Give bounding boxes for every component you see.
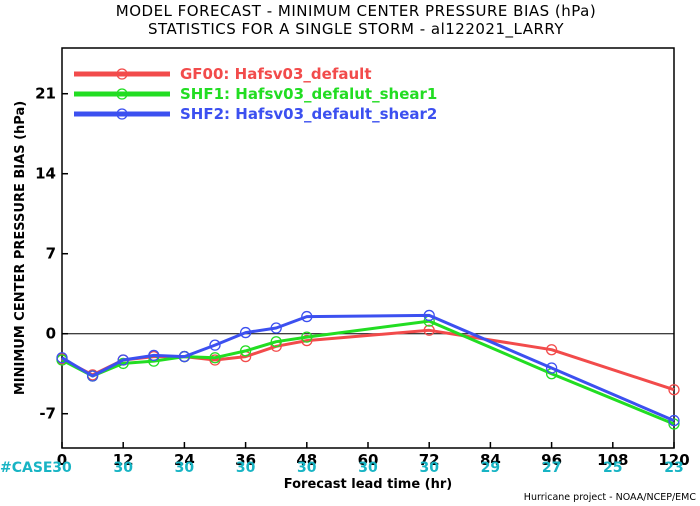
x-tick-label: 96 (541, 451, 562, 469)
data-point (117, 354, 129, 366)
data-point (270, 322, 282, 334)
data-point (209, 352, 221, 364)
x-tick-label: 0 (57, 451, 67, 469)
data-point (178, 350, 191, 363)
data-point (423, 309, 435, 322)
data-point (239, 326, 252, 339)
data-point (56, 352, 68, 364)
data-point (668, 414, 680, 427)
y-tick-label: 14 (35, 165, 56, 183)
x-tick-label: 48 (296, 451, 317, 469)
series-layer (56, 309, 680, 430)
case-count: 30 (358, 460, 378, 476)
x-axis: 0 12 24 36 48 60 72 84 96 108 120 (57, 442, 690, 469)
case-count: 30 (52, 460, 72, 476)
case-count: 25 (603, 460, 622, 476)
data-point (668, 384, 680, 396)
data-point (545, 362, 558, 374)
chart-title-line1: MODEL FORECAST - MINIMUM CENTER PRESSURE… (116, 2, 596, 20)
case-count: 30 (297, 460, 317, 476)
case-counts: #CASE 30 30 30 30 30 30 30 29 27 25 23 (0, 460, 684, 476)
case-count: 29 (481, 460, 500, 476)
x-tick-label: 84 (480, 451, 501, 469)
legend-marker (116, 88, 128, 100)
y-tick-label: 21 (35, 85, 56, 103)
chart-title-line2: STATISTICS FOR A SINGLE STORM - al122021… (148, 20, 564, 39)
case-count: 30 (419, 460, 439, 476)
case-count: 23 (664, 460, 683, 476)
data-point (270, 336, 282, 348)
legend-entry: SHF2: Hafsv03_default_shear2 (74, 105, 437, 123)
data-point (239, 345, 252, 357)
data-point (301, 310, 313, 323)
x-tick-label: 120 (658, 451, 689, 469)
x-axis-label: Forecast lead time (hr) (284, 477, 452, 492)
x-tick-label: 36 (235, 451, 256, 469)
x-tick-label: 72 (419, 451, 440, 469)
data-point (301, 334, 313, 347)
y-tick-label: 0 (46, 325, 56, 343)
case-count: 30 (113, 460, 133, 476)
x-tick-label: 108 (597, 451, 628, 469)
legend-label: SHF1: Hafsv03_defalut_shear1 (180, 85, 437, 103)
credit-text: Hurricane project - NOAA/NCEP/EMC (524, 492, 697, 503)
x-tick-label: 12 (113, 451, 134, 469)
y-tick-label: -7 (39, 405, 56, 423)
case-count: 30 (236, 460, 256, 476)
data-point (301, 331, 313, 343)
series-3 (56, 309, 680, 427)
data-point (545, 344, 558, 356)
legend-marker (116, 68, 128, 80)
series-2 (56, 315, 680, 430)
y-tick-label: 7 (46, 245, 56, 263)
series-line (61, 313, 675, 422)
legend-marker (116, 108, 128, 120)
x-tick-label: 24 (174, 451, 195, 469)
case-count: 27 (542, 460, 561, 476)
data-point (148, 349, 160, 362)
legend: GF00: Hafsv03_default SHF1: Hafsv03_defal… (74, 65, 437, 123)
legend-entry: SHF1: Hafsv03_defalut_shear1 (74, 85, 437, 103)
legend-label: SHF2: Hafsv03_default_shear2 (180, 105, 437, 123)
x-tick-label: 60 (358, 451, 379, 469)
data-point (209, 339, 221, 351)
y-axis-label: MINIMUM CENTER PRESSURE BIAS (hPa) (13, 101, 28, 395)
legend-label: GF00: Hafsv03_default (180, 65, 371, 83)
legend-entry: GF00: Hafsv03_default (74, 65, 371, 83)
data-point (423, 324, 435, 336)
data-point (86, 370, 99, 382)
y-axis: -7 0 7 14 21 (35, 85, 68, 423)
case-label: #CASE (0, 460, 53, 476)
case-count: 30 (175, 460, 195, 476)
